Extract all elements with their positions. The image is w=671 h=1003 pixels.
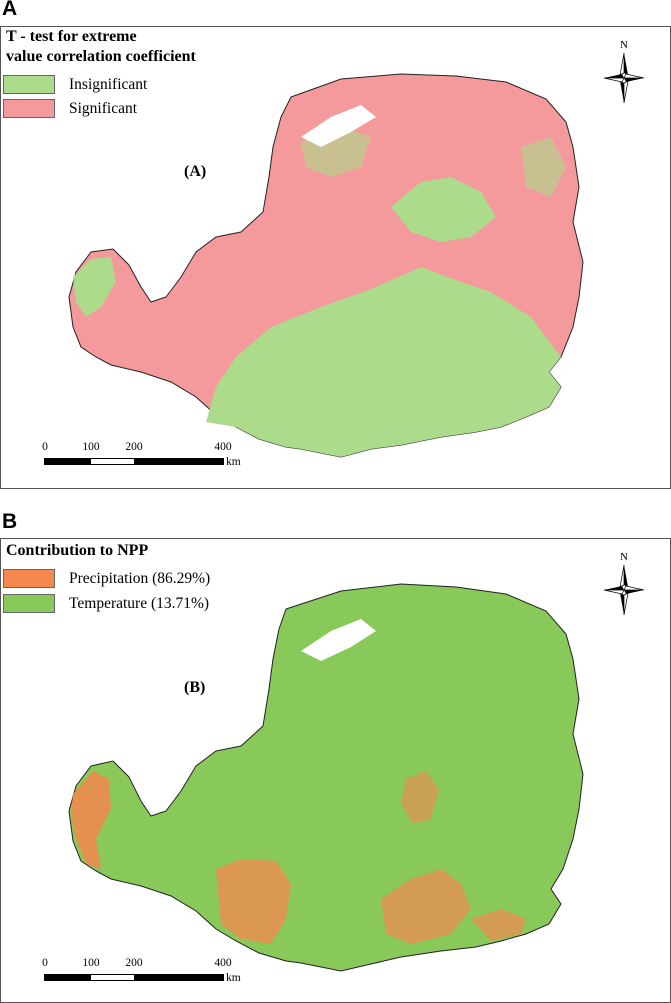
legend-label-insignificant: Insignificant <box>69 75 148 93</box>
legend-title-a: T - test for extreme value correlation c… <box>6 28 196 65</box>
north-arrow-a: N <box>604 39 644 104</box>
legend-label-significant: Significant <box>69 99 138 117</box>
precipitation-area-southeast <box>471 909 526 941</box>
scale-bar-b: 0 100 200 400 km <box>31 957 251 989</box>
scale-bar-graphic <box>44 974 224 981</box>
scale-tick-0: 0 <box>42 957 48 969</box>
panel-a-letter: A <box>2 0 18 20</box>
desert-area-b <box>301 619 376 661</box>
legend-item-insignificant: Insignificant <box>3 75 147 94</box>
panel-a-map <box>68 73 584 458</box>
insignificant-area-center <box>391 177 496 242</box>
scale-tick-0: 0 <box>42 441 48 453</box>
region-outline-b <box>68 583 584 972</box>
map-label-a: (A) <box>184 163 207 180</box>
legend-item-temperature: Temperature (13.71%) <box>3 594 209 613</box>
scale-tick-100: 100 <box>82 441 100 453</box>
panel-b-map <box>68 583 584 972</box>
scale-bar-graphic <box>44 458 224 465</box>
legend-item-precipitation: Precipitation (86.29%) <box>3 569 210 588</box>
legend-label-temperature: Temperature (13.71%) <box>69 594 210 612</box>
compass-icon <box>604 53 644 104</box>
precipitation-area-south <box>381 869 471 944</box>
scale-tick-400: 400 <box>214 441 232 453</box>
precipitation-area-west <box>71 771 111 869</box>
north-letter-a: N <box>620 39 628 51</box>
legend-title-b: Contribution to NPP <box>6 542 149 559</box>
legend-label-precipitation: Precipitation (86.29%) <box>69 569 211 587</box>
panel-a-frame: T - test for extreme value correlation c… <box>0 26 671 489</box>
legend-item-significant: Significant <box>3 99 137 118</box>
legend-swatch-significant <box>3 99 55 118</box>
desert-area-a <box>301 105 376 147</box>
panel-b-letter: B <box>2 510 18 533</box>
legend-swatch-insignificant <box>3 75 55 94</box>
precipitation-area-center <box>401 771 439 824</box>
panel-b-frame: Contribution to NPP Precipitation (86.29… <box>0 538 671 1003</box>
north-letter-b: N <box>620 551 628 563</box>
north-arrow-b: N <box>604 551 644 616</box>
legend-swatch-precipitation <box>3 569 55 588</box>
precipitation-area-southwest <box>216 859 291 944</box>
scale-tick-200: 200 <box>125 957 143 969</box>
scale-unit: km <box>226 456 241 468</box>
compass-icon <box>604 565 644 616</box>
scale-unit: km <box>226 972 241 984</box>
insignificant-area-east <box>521 137 566 197</box>
map-label-b: (B) <box>184 679 206 696</box>
scale-tick-400: 400 <box>214 957 232 969</box>
scale-tick-100: 100 <box>82 957 100 969</box>
scale-tick-200: 200 <box>125 441 143 453</box>
scale-bar-a: 0 100 200 400 km <box>31 441 251 473</box>
insignificant-area-west <box>73 257 116 317</box>
legend-swatch-temperature <box>3 594 55 613</box>
insignificant-area-south <box>206 267 561 457</box>
